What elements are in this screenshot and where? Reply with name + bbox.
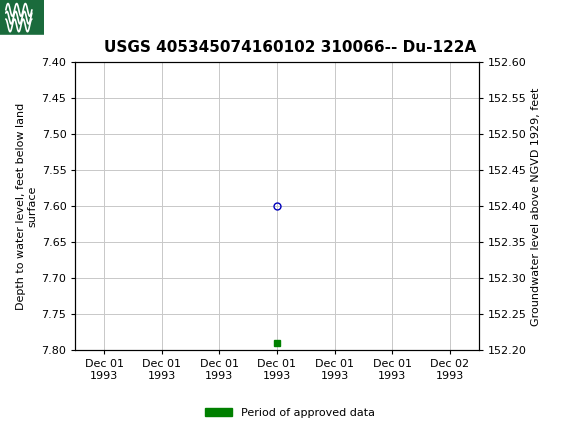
Y-axis label: Groundwater level above NGVD 1929, feet: Groundwater level above NGVD 1929, feet <box>531 87 541 326</box>
Legend: Period of approved data: Period of approved data <box>200 403 380 422</box>
Text: USGS: USGS <box>48 9 103 27</box>
FancyBboxPatch shape <box>0 0 44 35</box>
Y-axis label: Depth to water level, feet below land
surface: Depth to water level, feet below land su… <box>16 103 37 310</box>
Text: USGS 405345074160102 310066-- Du-122A: USGS 405345074160102 310066-- Du-122A <box>104 40 476 55</box>
